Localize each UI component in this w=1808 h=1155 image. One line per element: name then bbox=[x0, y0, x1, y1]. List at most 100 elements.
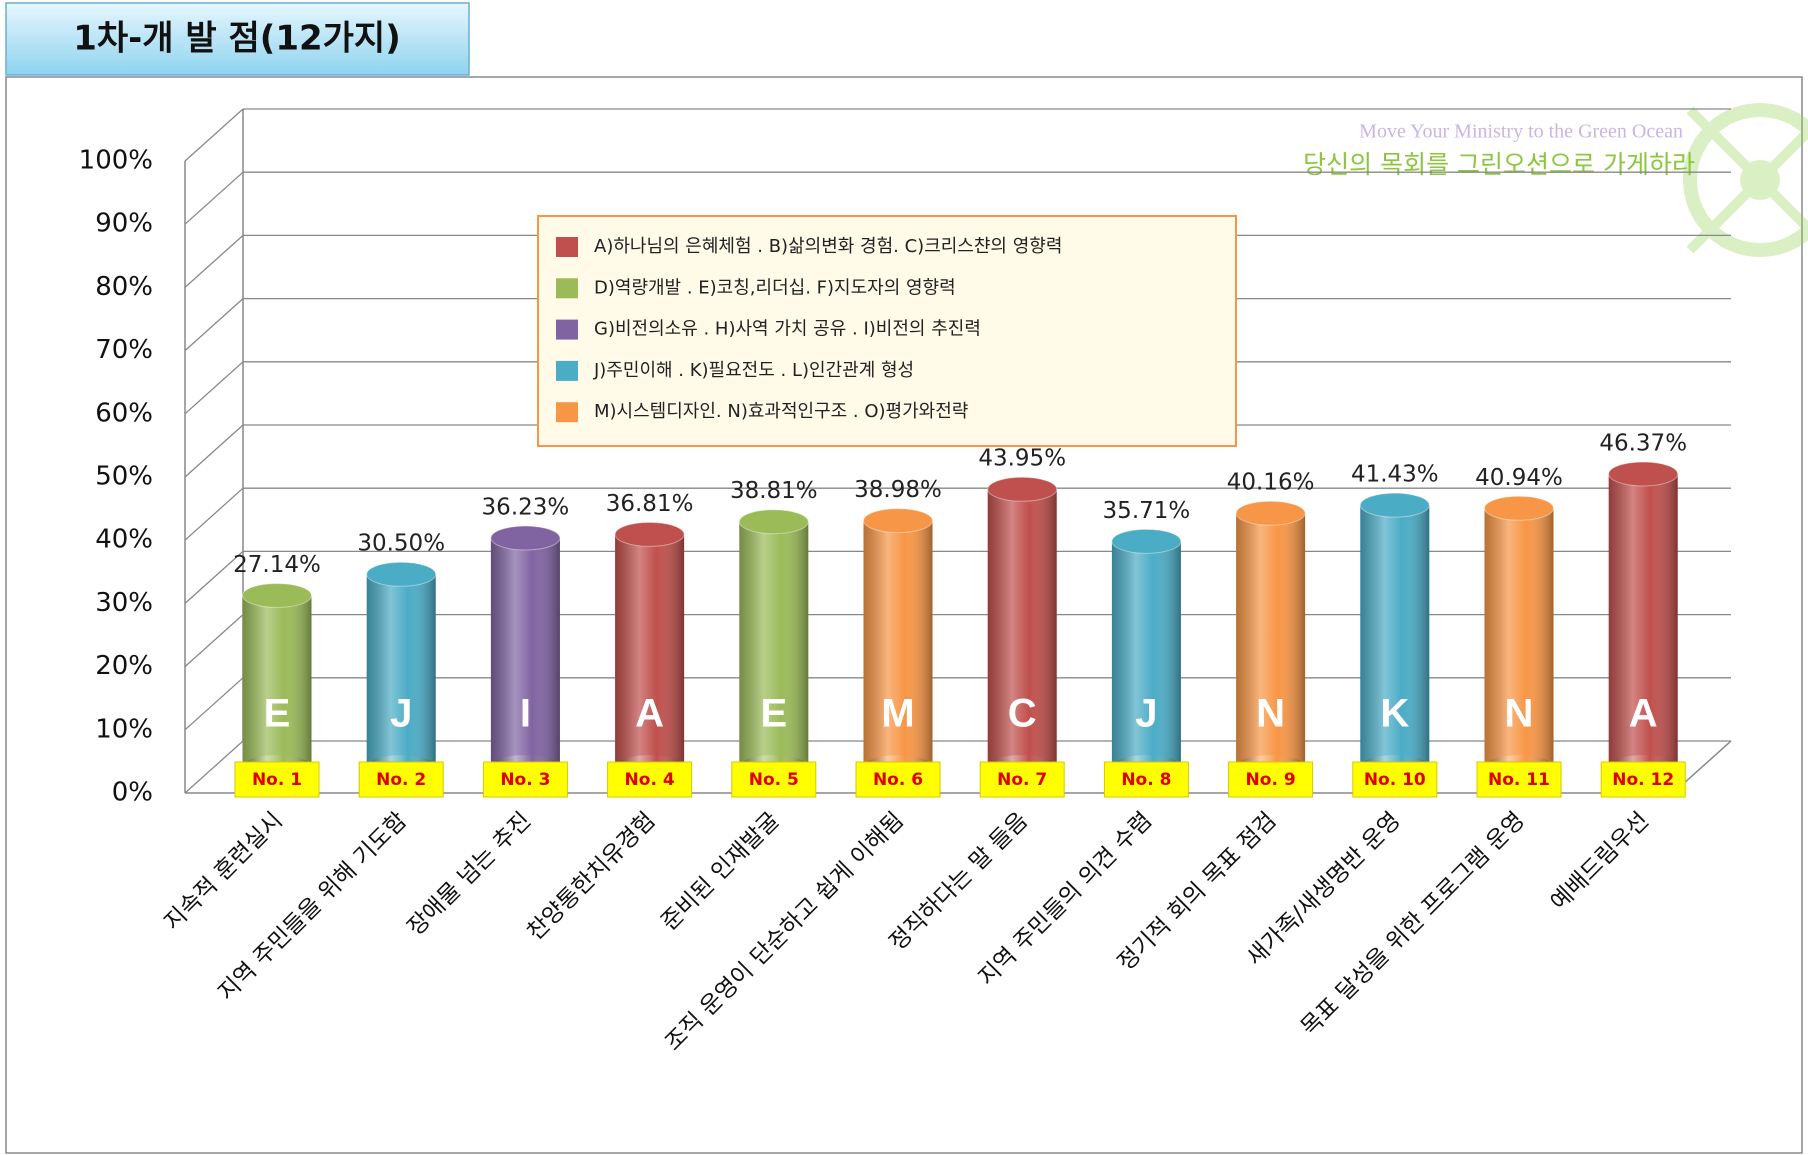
bar-letter: E bbox=[264, 692, 291, 736]
bar-letter: M bbox=[881, 692, 914, 736]
bar-top bbox=[242, 582, 312, 608]
legend-label: A)하나님의 은혜체험 . B)삶의변화 경험. C)크리스챤의 영향력 bbox=[594, 236, 1062, 257]
legend-swatch bbox=[556, 237, 578, 257]
bar-letter: J bbox=[390, 692, 412, 736]
y-tick-label: 30% bbox=[95, 588, 153, 618]
value-label: 41.43% bbox=[1351, 462, 1439, 488]
y-tick-label: 100% bbox=[79, 146, 153, 176]
value-label: 43.95% bbox=[978, 446, 1066, 472]
value-label: 36.81% bbox=[606, 491, 694, 517]
bar-shade bbox=[366, 574, 436, 767]
bar-letter: A bbox=[1629, 692, 1658, 736]
grid-line bbox=[184, 171, 244, 225]
rank-label: No. 7 bbox=[997, 770, 1047, 790]
rank-label: No. 8 bbox=[1121, 770, 1171, 790]
grid-line bbox=[184, 234, 244, 288]
value-label: 40.16% bbox=[1227, 470, 1315, 496]
y-tick-label: 60% bbox=[95, 398, 153, 428]
rank-label: No. 6 bbox=[873, 770, 923, 790]
y-tick-label: 90% bbox=[95, 209, 153, 239]
rank-label: No. 5 bbox=[749, 770, 799, 790]
bar-top bbox=[1608, 461, 1679, 487]
grid-line bbox=[184, 298, 244, 352]
rank-label: No. 4 bbox=[625, 770, 675, 790]
bar-shade bbox=[615, 534, 685, 767]
rank-box bbox=[358, 761, 444, 798]
legend-label: G)비전의소유 . H)사역 가치 공유 . I)비전의 추진력 bbox=[594, 319, 981, 340]
rank-box bbox=[1600, 761, 1686, 798]
bar-top bbox=[738, 509, 809, 535]
y-tick-label: 50% bbox=[95, 462, 153, 492]
legend-label: D)역량개발 . E)코칭,리더십. F)지도자의 영향력 bbox=[594, 277, 956, 298]
legend-swatch bbox=[556, 402, 578, 423]
y-tick-label: 80% bbox=[95, 272, 153, 302]
rank-box bbox=[1228, 761, 1314, 798]
bar-letter: E bbox=[760, 692, 787, 736]
grid-line bbox=[184, 740, 244, 794]
y-tick-label: 70% bbox=[95, 335, 153, 365]
value-label: 36.23% bbox=[482, 495, 570, 521]
bar-top bbox=[1235, 500, 1306, 526]
grid-line bbox=[184, 361, 244, 415]
bar-letter: J bbox=[1135, 692, 1157, 736]
bar-shade bbox=[1360, 505, 1430, 767]
bar-top bbox=[863, 508, 933, 534]
rank-label: No. 10 bbox=[1364, 770, 1426, 790]
value-label: 27.14% bbox=[233, 552, 321, 578]
value-label: 35.71% bbox=[1103, 498, 1191, 524]
bar-shade bbox=[1236, 513, 1306, 767]
grid-line bbox=[184, 550, 244, 604]
bar-shade bbox=[1111, 541, 1181, 767]
rank-box bbox=[855, 761, 941, 798]
grid-line bbox=[184, 487, 244, 541]
legend-swatch bbox=[556, 319, 578, 340]
bar-shade bbox=[1484, 508, 1554, 767]
bar-top bbox=[1359, 492, 1430, 518]
rank-label: No. 2 bbox=[376, 770, 426, 790]
legend-box bbox=[537, 215, 1237, 447]
rank-label: No. 12 bbox=[1612, 770, 1674, 790]
bar-top bbox=[1111, 528, 1182, 554]
grid-line bbox=[184, 424, 244, 478]
watermark-line: 당신의 목회를 그린오션으로 가게하라 bbox=[1303, 150, 1695, 179]
y-tick-label: 20% bbox=[95, 651, 153, 681]
value-label: 40.94% bbox=[1475, 465, 1563, 491]
rank-label: No. 1 bbox=[252, 770, 302, 790]
bar-shade bbox=[739, 521, 809, 767]
bar-shade bbox=[1608, 473, 1678, 767]
rank-box bbox=[1476, 761, 1562, 798]
bar-top bbox=[987, 476, 1058, 502]
rank-label: No. 3 bbox=[500, 770, 550, 790]
rank-box bbox=[482, 761, 568, 798]
rank-box bbox=[234, 761, 320, 798]
rank-box bbox=[731, 761, 817, 798]
bar-letter: C bbox=[1008, 692, 1037, 736]
rank-box bbox=[1352, 761, 1438, 798]
bar-letter: N bbox=[1505, 692, 1534, 736]
bar-top bbox=[490, 525, 561, 551]
bar-shade bbox=[242, 595, 312, 767]
bar-shade bbox=[987, 489, 1057, 767]
bar-top bbox=[1484, 495, 1554, 521]
value-label: 38.81% bbox=[730, 478, 818, 504]
grid-line bbox=[184, 108, 244, 162]
y-tick-label: 40% bbox=[95, 525, 153, 555]
y-tick-label: 10% bbox=[95, 714, 153, 744]
watermark-line: Move Your Ministry to the Green Ocean bbox=[1359, 121, 1683, 143]
value-label: 46.37% bbox=[1599, 430, 1687, 456]
bar-letter: A bbox=[635, 692, 664, 736]
legend-swatch bbox=[556, 360, 578, 381]
chart-title: 1차-개 발 점(12가지) bbox=[73, 19, 401, 59]
legend-swatch bbox=[556, 278, 578, 299]
rank-label: No. 9 bbox=[1246, 770, 1296, 790]
bar-shade bbox=[490, 538, 560, 767]
bar-letter: N bbox=[1256, 692, 1285, 736]
rank-box bbox=[607, 761, 693, 798]
grid-line bbox=[184, 677, 244, 731]
bar-shade bbox=[863, 520, 933, 767]
value-label: 38.98% bbox=[854, 477, 942, 503]
title-box bbox=[5, 2, 470, 76]
y-tick-label: 0% bbox=[112, 778, 153, 808]
bar-top bbox=[614, 521, 685, 547]
